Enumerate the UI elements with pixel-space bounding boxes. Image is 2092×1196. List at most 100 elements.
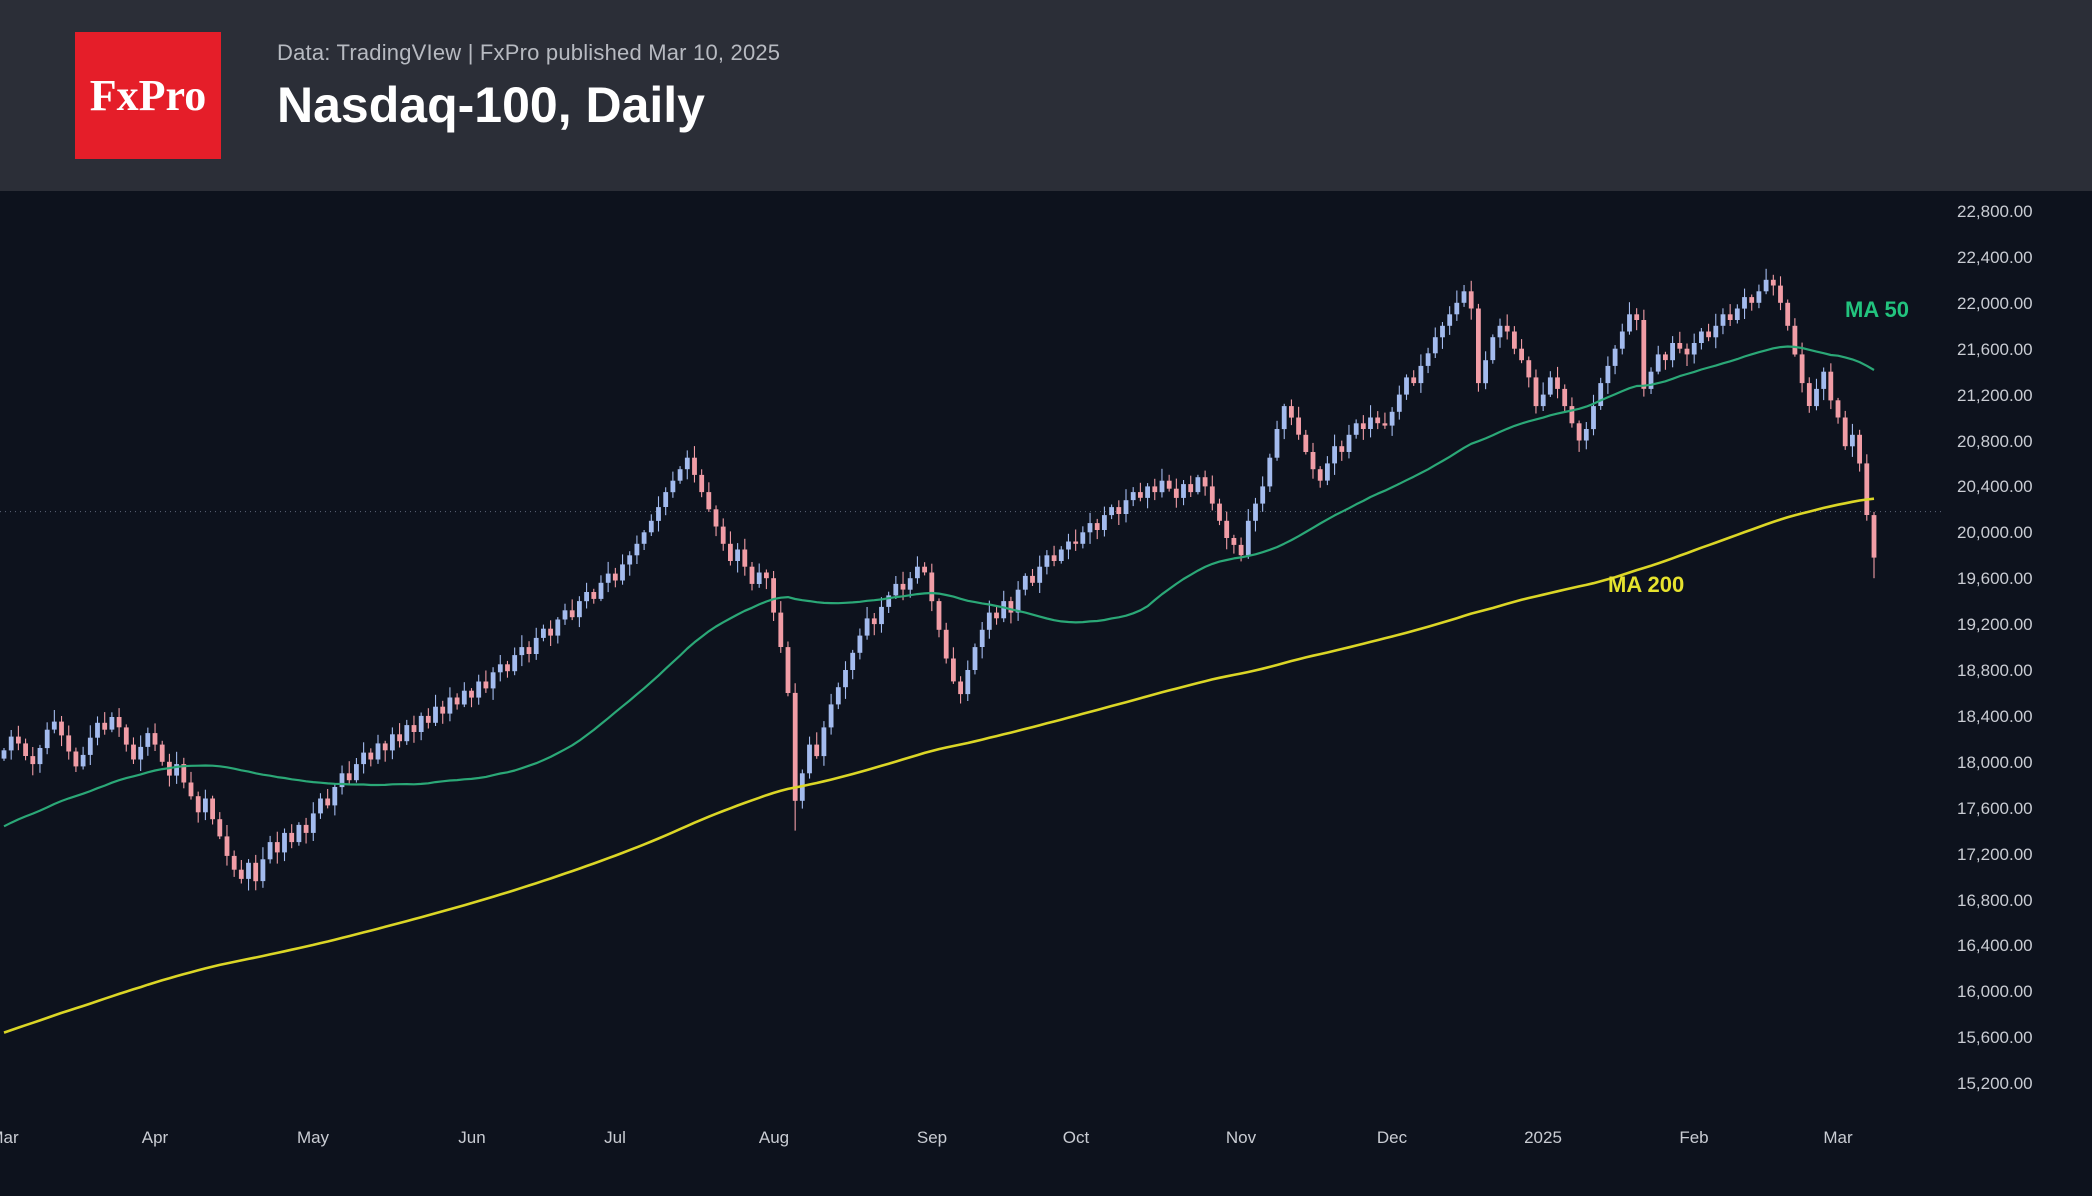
candle-body (1713, 325, 1719, 338)
price-tick-label: 15,600.00 (1957, 1028, 2033, 1047)
candle-body (397, 734, 402, 742)
candle-body (1727, 314, 1733, 320)
candle-body (382, 743, 388, 751)
candle-body (1504, 325, 1510, 332)
candle-body (390, 734, 395, 751)
candle-body (1677, 343, 1683, 349)
candle-body (1015, 589, 1021, 613)
candle-body (1655, 354, 1661, 372)
candle-body (16, 736, 21, 744)
candle-body (951, 658, 956, 682)
candle-body (418, 715, 424, 732)
candle-body (512, 655, 518, 672)
candle-body (1526, 360, 1532, 378)
candle-body (972, 647, 978, 670)
candle-body (123, 727, 129, 745)
candle-body (843, 670, 848, 688)
candle-body (210, 798, 215, 820)
candle-body (1094, 523, 1100, 530)
candle-body (1001, 601, 1007, 619)
candle-body (879, 606, 884, 625)
time-tick-label: Nov (1226, 1128, 1257, 1147)
candle-body (1353, 423, 1359, 435)
candle-body (864, 618, 870, 636)
candle-body (1317, 469, 1323, 481)
price-tick-label: 18,400.00 (1957, 707, 2033, 726)
ma50-label: MA 50 (1845, 297, 1909, 322)
candle-body (1842, 417, 1848, 447)
candle-body (764, 572, 769, 579)
candle-body (605, 573, 611, 583)
candle-body (1806, 383, 1812, 406)
candle-body (828, 704, 834, 728)
candle-body (1173, 488, 1179, 498)
candle-body (1454, 302, 1460, 315)
candle-body (1346, 434, 1352, 452)
ma200-label: MA 200 (1608, 572, 1684, 597)
candle-body (476, 681, 482, 698)
price-axis[interactable]: 22,800.00 22,400.00 22,000.00 21,600.00 21,2… (1957, 202, 2033, 1093)
time-tick-label: Dec (1377, 1128, 1408, 1147)
candle-body (131, 744, 136, 760)
candle-body (1274, 429, 1280, 458)
candle-body (1699, 331, 1704, 343)
candle-body (1857, 434, 1862, 464)
candle-body (217, 819, 223, 837)
fxpro-logo: FxPro (75, 32, 221, 159)
price-tick-label: 20,800.00 (1957, 432, 2033, 451)
candle-body (1022, 575, 1028, 590)
candle-body (771, 578, 776, 613)
candle-body (483, 681, 489, 689)
candle-body (1547, 377, 1553, 395)
fxpro-logo-text: FxPro (89, 71, 207, 120)
candle-body (562, 610, 568, 620)
candle-body (886, 595, 892, 607)
candle-body (555, 619, 561, 636)
candle-body (929, 572, 935, 602)
candle-body (1217, 503, 1222, 521)
candle-body (296, 824, 302, 843)
time-axis[interactable]: Mar Apr May Jun Jul Aug Sep Oct Nov Dec 2025 Feb Mar (0, 1128, 1853, 1147)
candle-body (735, 549, 740, 561)
candle-body (994, 612, 999, 619)
candle-body (1828, 371, 1834, 401)
candlestick-chart-canvas[interactable]: MA 50 MA 200 22,800.00 22,400.00 22,000.00 21… (0, 191, 2092, 1196)
candle-body (440, 706, 446, 714)
candle-body (1533, 377, 1539, 407)
candle-body (1296, 417, 1301, 435)
candle-body (1080, 532, 1086, 544)
candle-body (1799, 354, 1805, 384)
candle-body (670, 480, 676, 493)
price-tick-label: 19,200.00 (1957, 615, 2033, 634)
candle-body (1749, 297, 1755, 303)
candle-body (1181, 484, 1186, 498)
candle-body (238, 869, 244, 879)
candle-body (1598, 383, 1604, 406)
candle-body (1814, 388, 1819, 407)
price-tick-label: 16,800.00 (1957, 891, 2033, 910)
candle-body (1116, 507, 1122, 514)
candle-body (1483, 360, 1488, 384)
candle-body (505, 664, 510, 672)
candle-body (1425, 353, 1431, 366)
candle-body (1619, 331, 1625, 349)
candle-body (1209, 486, 1215, 504)
candle-body (1058, 549, 1064, 561)
candle-body (1432, 337, 1438, 354)
price-tick-label: 22,000.00 (1957, 294, 2033, 313)
candle-body (318, 798, 323, 814)
candle-body (1468, 291, 1474, 309)
candle-body (907, 578, 913, 590)
candle-body (1418, 365, 1424, 384)
time-tick-label: Jul (604, 1128, 626, 1147)
candle-body (1612, 348, 1618, 366)
candle-body (677, 469, 683, 481)
candle-body (1583, 429, 1589, 441)
candle-body (51, 721, 57, 730)
candle-body (591, 592, 597, 599)
candle-body (1569, 406, 1575, 424)
candle-body (1490, 337, 1496, 361)
time-tick-label: Feb (1679, 1128, 1708, 1147)
candle-body (1591, 406, 1596, 430)
candle-body (95, 722, 100, 738)
